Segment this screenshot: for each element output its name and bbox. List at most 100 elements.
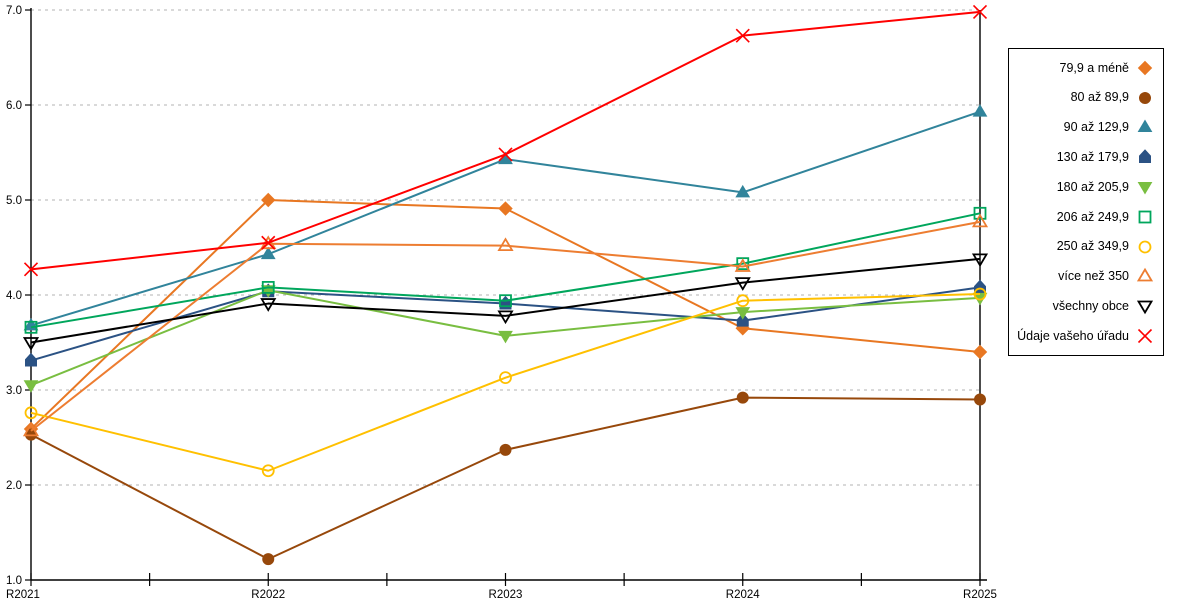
legend-item-5: 180 až 205,9 [1009,178,1163,196]
legend-marker [1138,240,1152,254]
legend-marker [1138,210,1152,224]
circle-marker [736,391,749,404]
triangle-up-marker [22,422,40,437]
square-marker [1138,210,1152,224]
x-tick-label: R2021 [6,589,40,600]
x-tick-label: R2022 [251,589,285,600]
triangle-up-marker [1136,268,1154,282]
circle-marker [1138,240,1152,254]
diamond-marker [1137,60,1153,76]
x-marker [261,235,276,250]
series-2 [25,391,986,566]
legend-marker [1137,120,1153,133]
diamond-marker [261,192,276,208]
circle-marker [262,553,275,566]
legend-item-6: 206 až 249,9 [1009,208,1163,226]
legend-label: Údaje vašeho úřadu [1017,328,1129,343]
x-marker [23,262,39,277]
triangle-down-marker [1137,182,1153,195]
legend-item-8: více než 350 [1009,267,1163,285]
legend-item-4: 130 až 179,9 [1009,148,1163,166]
legend-label: 250 až 349,9 [1056,239,1129,254]
diamond-marker [498,201,513,216]
x-tick-label: R2025 [963,589,997,600]
legend-marker [1136,268,1154,282]
y-tick-label: 5.0 [6,195,22,207]
y-tick-label: 2.0 [6,480,22,492]
x-marker [972,4,988,19]
x-tick-label: R2023 [489,589,523,600]
triangle-up-marker [497,237,514,252]
square-marker [973,206,987,220]
legend-marker [1136,300,1154,315]
legend-label: 206 až 249,9 [1056,209,1129,224]
x-marker [498,147,513,162]
legend-item-3: 90 až 129,9 [1009,118,1163,136]
series-line [30,212,981,329]
legend-marker [1137,328,1153,344]
circle-marker [973,287,987,301]
legend-item-2: 80 až 89,9 [1009,89,1163,107]
diamond-marker [972,344,988,360]
legend-item-7: 250 až 349,9 [1009,238,1163,256]
triangle-up-marker [734,258,751,272]
series-line [30,257,981,344]
legend-marker [1139,91,1151,104]
square-marker [261,280,275,294]
triangle-down-marker [971,253,989,268]
pentagon-marker [25,352,37,367]
series-6 [24,206,987,334]
triangle-up-marker [1137,120,1153,133]
legend-label: 79,9 a méně [1059,60,1130,75]
pentagon-marker [736,312,749,327]
legend-marker [1139,149,1151,164]
square-marker [499,294,512,308]
legend-marker [1137,60,1153,76]
y-tick-label: 7.0 [6,5,22,17]
triangle-down-marker [23,380,39,393]
triangle-up-marker [735,184,751,198]
triangle-down-marker [498,330,513,344]
pentagon-marker [1139,149,1151,164]
series-line [30,10,981,271]
x-marker [1137,328,1153,344]
legend-label: více než 350 [1058,269,1129,284]
legend-label: všechny obce [1052,299,1129,314]
legend-label: 90 až 129,9 [1063,120,1129,135]
triangle-down-marker [735,307,751,320]
series-line [30,199,981,430]
legend-label: 80 až 89,9 [1070,90,1129,105]
triangle-down-marker [260,298,277,312]
legend-label: 130 až 179,9 [1056,150,1129,165]
triangle-up-marker [971,213,989,228]
x-tick-label: R2024 [726,589,760,600]
triangle-down-marker [1136,300,1154,315]
triangle-down-marker [22,337,40,351]
circle-marker [261,464,275,478]
circle-marker [499,443,512,456]
y-tick-label: 1.0 [6,575,22,587]
triangle-up-marker [972,104,988,117]
y-tick-label: 3.0 [6,385,22,397]
series-line [30,396,981,561]
series-line [30,220,981,432]
circle-marker [1139,91,1151,104]
square-marker [24,320,38,334]
triangle-up-marker [260,246,276,260]
y-tick-label: 4.0 [6,290,22,302]
legend-label: 180 až 205,9 [1056,179,1129,194]
legend-marker [1137,182,1153,195]
legend-item-1: 79,9 a méně [1009,59,1163,77]
circle-marker [499,371,512,385]
legend-item-10: Údaje vašeho úřadu [1009,327,1163,345]
series-7 [24,287,987,478]
y-tick-label: 6.0 [6,100,22,112]
series-line [30,293,981,472]
triangle-down-marker [734,277,751,291]
circle-marker [24,406,38,420]
series-10 [23,4,988,277]
chart-legend: 79,9 a méně 80 až 89,9 90 až 129,9 130 až 1… [1008,48,1164,356]
x-marker [735,28,750,43]
square-marker [736,257,750,271]
